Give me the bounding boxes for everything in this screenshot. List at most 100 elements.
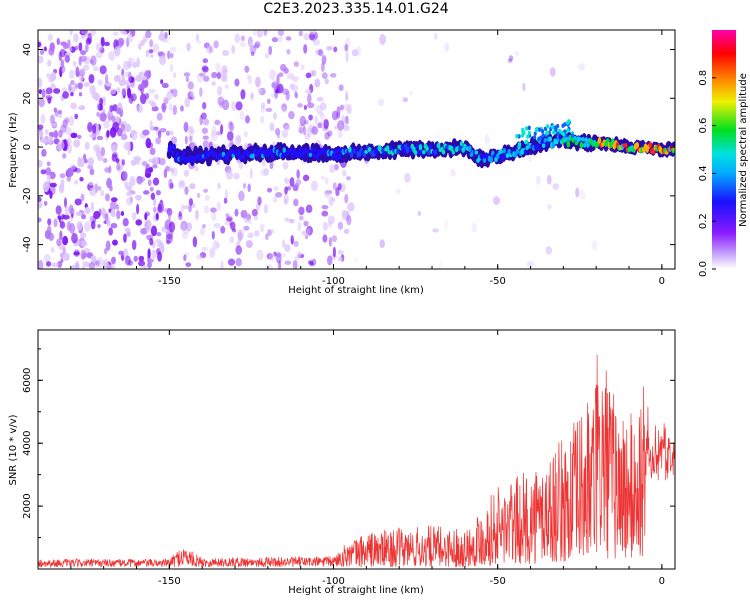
noise-mark xyxy=(271,82,278,89)
noise-mark xyxy=(104,167,110,173)
noise-mark xyxy=(257,196,262,206)
noise-mark xyxy=(216,72,221,80)
noise-mark xyxy=(38,159,43,168)
y-tick-label: 40 xyxy=(22,43,33,56)
signal-mark xyxy=(515,134,519,139)
noise-mark xyxy=(126,191,133,196)
noise-mark xyxy=(59,48,67,58)
noise-mark xyxy=(289,218,295,224)
noise-mark xyxy=(188,128,196,134)
noise-mark xyxy=(38,217,42,223)
noise-mark xyxy=(235,134,242,146)
noise-mark xyxy=(263,168,270,176)
noise-mark xyxy=(186,222,192,232)
signal-mark xyxy=(338,153,342,160)
noise-mark xyxy=(140,40,145,46)
noise-mark xyxy=(57,140,65,151)
noise-mark xyxy=(160,103,168,111)
noise-mark xyxy=(222,68,227,80)
noise-mark xyxy=(247,183,251,193)
noise-mark xyxy=(301,230,308,236)
noise-mark xyxy=(337,250,344,255)
colorbar-tick-label: 0.0 xyxy=(698,261,709,277)
noise-mark xyxy=(281,129,289,138)
noise-mark xyxy=(88,73,95,84)
noise-mark xyxy=(69,30,73,36)
noise-mark xyxy=(377,98,385,106)
noise-mark xyxy=(552,183,560,190)
noise-mark xyxy=(248,41,253,48)
noise-mark xyxy=(70,86,76,93)
noise-mark xyxy=(70,79,75,86)
noise-mark xyxy=(303,105,308,111)
noise-mark xyxy=(217,96,225,106)
noise-mark xyxy=(122,170,128,181)
noise-mark xyxy=(188,198,194,206)
noise-mark xyxy=(117,37,125,47)
signal-mark xyxy=(458,145,462,151)
noise-mark xyxy=(324,78,329,85)
noise-mark xyxy=(106,177,113,189)
noise-mark xyxy=(73,33,79,43)
noise-mark xyxy=(201,223,206,229)
signal-mark xyxy=(515,148,520,154)
noise-mark xyxy=(220,124,224,135)
noise-mark xyxy=(276,83,284,94)
snr-y-ticks: 2000 4000 6000 xyxy=(22,348,675,539)
signal-mark xyxy=(635,141,640,149)
snr-y-label: SNR (10 * v/v) xyxy=(8,414,19,485)
noise-mark xyxy=(199,87,203,97)
noise-mark xyxy=(118,250,125,256)
noise-mark xyxy=(343,228,350,234)
noise-mark xyxy=(88,132,97,139)
noise-mark xyxy=(303,44,308,54)
noise-mark xyxy=(201,246,208,252)
noise-mark xyxy=(145,49,149,58)
noise-mark xyxy=(342,171,347,177)
noise-mark xyxy=(62,91,69,99)
noise-mark xyxy=(151,156,159,165)
noise-mark xyxy=(290,235,294,245)
signal-mark xyxy=(584,137,589,144)
noise-mark xyxy=(579,189,586,200)
noise-mark xyxy=(330,72,337,78)
signal-mark xyxy=(395,149,400,155)
noise-mark xyxy=(331,235,338,243)
noise-mark xyxy=(259,223,265,233)
noise-mark xyxy=(471,222,477,233)
signal-mark xyxy=(336,147,341,153)
noise-mark xyxy=(437,259,444,269)
noise-mark xyxy=(110,197,118,203)
noise-mark xyxy=(269,122,275,132)
noise-mark xyxy=(77,82,83,90)
signal-mark xyxy=(571,133,575,138)
noise-mark xyxy=(324,177,329,185)
noise-mark xyxy=(321,210,329,217)
noise-mark xyxy=(528,154,533,163)
noise-mark xyxy=(216,241,220,249)
signal-mark xyxy=(433,149,438,155)
noise-mark xyxy=(113,74,122,83)
noise-mark xyxy=(155,212,159,221)
noise-mark xyxy=(297,221,302,232)
noise-mark xyxy=(110,208,116,218)
noise-mark xyxy=(484,133,490,145)
noise-mark xyxy=(304,120,309,125)
noise-mark xyxy=(309,30,317,35)
noise-mark xyxy=(83,221,92,232)
noise-mark xyxy=(48,131,54,137)
noise-mark xyxy=(199,251,207,259)
noise-mark xyxy=(237,231,243,243)
noise-mark xyxy=(66,167,74,178)
noise-mark xyxy=(67,143,73,154)
noise-mark xyxy=(168,178,173,190)
noise-mark xyxy=(184,97,191,108)
spectrogram-y-ticks: -40 -20 0 20 40 xyxy=(22,43,675,253)
noise-mark xyxy=(95,51,103,59)
signal-mark xyxy=(289,148,293,153)
signal-mark xyxy=(418,144,423,151)
noise-mark xyxy=(107,110,113,121)
noise-mark xyxy=(284,125,290,131)
noise-mark xyxy=(432,228,439,233)
noise-mark xyxy=(99,65,107,75)
